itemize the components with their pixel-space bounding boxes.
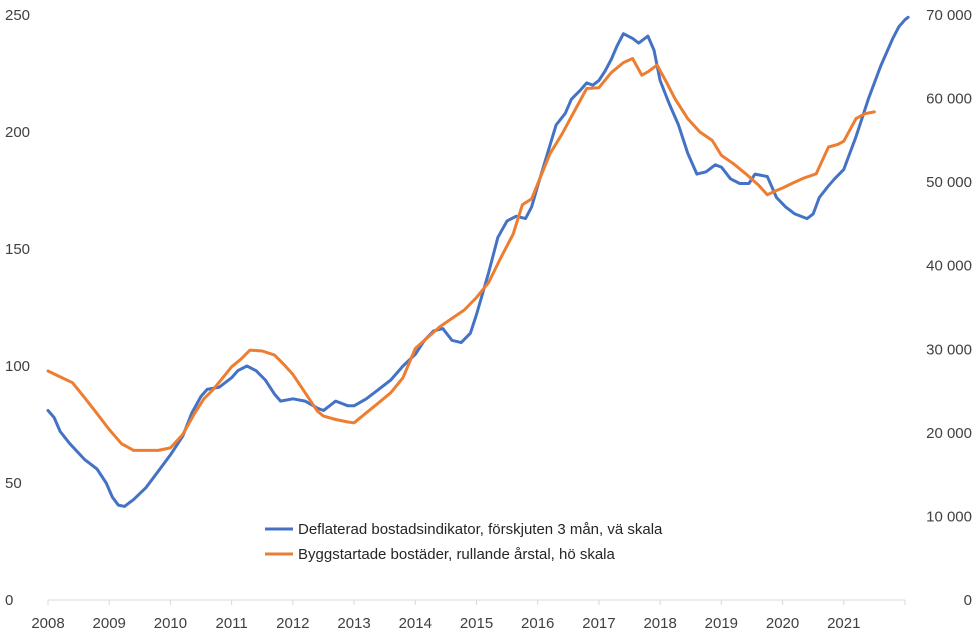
- x-tick-label: 2010: [154, 615, 187, 632]
- x-tick-label: 2019: [705, 615, 738, 632]
- x-tick-label: 2020: [766, 615, 799, 632]
- legend: Deflaterad bostadsindikator, förskjuten …: [265, 521, 663, 563]
- y-left-tick-label: 200: [5, 124, 30, 141]
- y-left-tick-label: 150: [5, 241, 30, 258]
- y-right-tick-label: 70 000: [926, 7, 972, 24]
- series-line-bostadsindikator: [46, 15, 910, 508]
- x-tick-label: 2011: [216, 615, 248, 632]
- x-tick-label: 2021: [827, 615, 860, 632]
- x-tick-label: 2014: [399, 615, 432, 632]
- y-left-tick-label: 100: [5, 358, 30, 375]
- legend-label-bostadsindikator: Deflaterad bostadsindikator, förskjuten …: [298, 521, 663, 538]
- x-tick-label: 2018: [643, 615, 676, 632]
- y-right-tick-label: 20 000: [926, 425, 972, 442]
- y-right-tick-label: 0: [964, 592, 972, 609]
- series-line-byggstartade: [46, 57, 876, 452]
- y-right-tick-label: 10 000: [926, 508, 972, 525]
- y-right-tick-label: 50 000: [926, 174, 972, 191]
- x-tick-label: 2013: [337, 615, 370, 632]
- y-left-tick-label: 50: [5, 475, 22, 492]
- series-layer: [46, 15, 910, 508]
- y-right-tick-label: 30 000: [926, 341, 972, 358]
- axes-layer: 2008 2009 2010 2011 2012 2013 2014 2015 2016 2017…: [5, 7, 972, 632]
- x-tick-label: 2015: [460, 615, 493, 632]
- x-tick-label: 2012: [276, 615, 309, 632]
- y-right-tick-label: 60 000: [926, 91, 972, 108]
- x-tick-label: 2017: [582, 615, 615, 632]
- x-tick-label: 2016: [521, 615, 554, 632]
- y-left-tick-label: 0: [5, 592, 13, 609]
- y-left-tick-label: 250: [5, 7, 30, 24]
- legend-label-byggstartade: Byggstartade bostäder, rullande årstal, …: [298, 546, 616, 563]
- x-tick-label: 2009: [93, 615, 126, 632]
- y-right-tick-label: 40 000: [926, 258, 972, 275]
- x-tick-label: 2008: [31, 615, 64, 632]
